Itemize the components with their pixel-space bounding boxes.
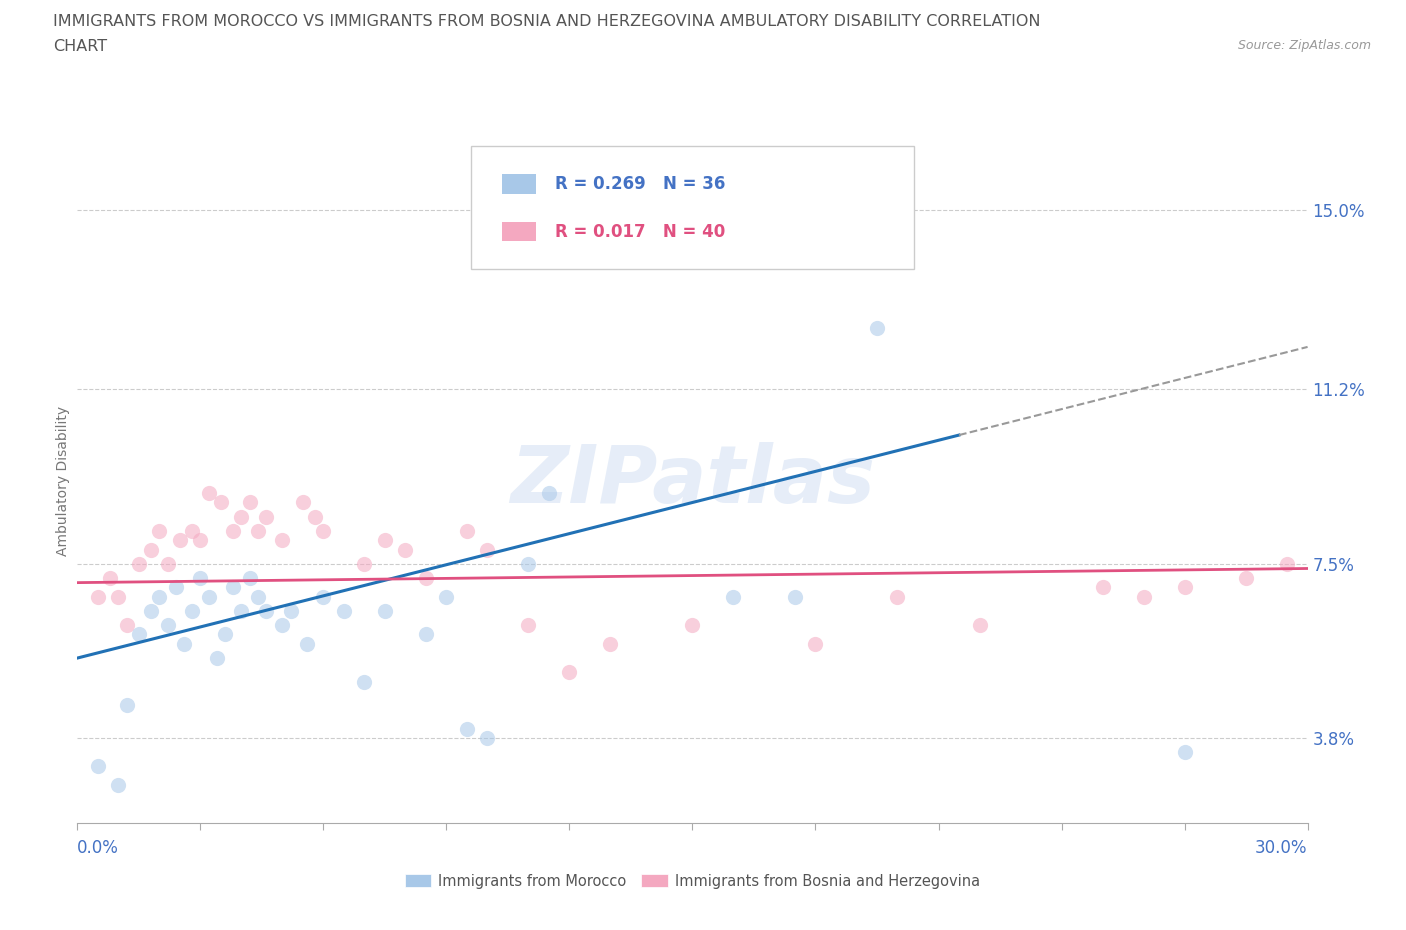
- Point: [141, 604, 163, 618]
- Bar: [502, 222, 536, 242]
- Point: [517, 556, 540, 571]
- Point: [1132, 590, 1154, 604]
- Point: [353, 556, 375, 571]
- Point: [374, 604, 396, 618]
- Point: [456, 722, 478, 737]
- Point: [599, 636, 621, 651]
- Point: [239, 570, 262, 585]
- Text: 30.0%: 30.0%: [1256, 839, 1308, 857]
- Point: [312, 524, 335, 538]
- Point: [477, 542, 499, 557]
- Point: [141, 542, 163, 557]
- Point: [291, 495, 314, 510]
- Point: [197, 590, 219, 604]
- Point: [222, 580, 245, 595]
- Point: [173, 636, 195, 651]
- Point: [156, 556, 179, 571]
- Point: [115, 698, 138, 712]
- Point: [165, 580, 187, 595]
- Text: R = 0.269   N = 36: R = 0.269 N = 36: [555, 175, 725, 193]
- Point: [239, 495, 262, 510]
- Point: [271, 533, 294, 548]
- Point: [374, 533, 396, 548]
- Text: 0.0%: 0.0%: [77, 839, 120, 857]
- Point: [87, 590, 110, 604]
- Point: [222, 524, 245, 538]
- Point: [1174, 745, 1197, 760]
- Point: [477, 731, 499, 746]
- Point: [128, 556, 150, 571]
- Point: [128, 627, 150, 642]
- Point: [169, 533, 191, 548]
- Point: [537, 485, 560, 500]
- Text: R = 0.017   N = 40: R = 0.017 N = 40: [555, 223, 725, 241]
- Text: Source: ZipAtlas.com: Source: ZipAtlas.com: [1237, 39, 1371, 52]
- Point: [1091, 580, 1114, 595]
- Point: [246, 524, 269, 538]
- Y-axis label: Ambulatory Disability: Ambulatory Disability: [56, 406, 70, 556]
- Point: [87, 759, 110, 774]
- Point: [231, 510, 253, 525]
- Point: [246, 590, 269, 604]
- Point: [205, 651, 228, 666]
- Point: [148, 524, 170, 538]
- Text: IMMIGRANTS FROM MOROCCO VS IMMIGRANTS FROM BOSNIA AND HERZEGOVINA AMBULATORY DIS: IMMIGRANTS FROM MOROCCO VS IMMIGRANTS FR…: [53, 14, 1040, 29]
- Point: [231, 604, 253, 618]
- FancyBboxPatch shape: [471, 146, 914, 270]
- Point: [295, 636, 318, 651]
- Point: [804, 636, 827, 651]
- Point: [415, 570, 437, 585]
- Point: [188, 570, 212, 585]
- Point: [886, 590, 908, 604]
- Point: [723, 590, 745, 604]
- Point: [107, 590, 129, 604]
- Bar: [502, 174, 536, 193]
- Point: [517, 618, 540, 632]
- Point: [181, 524, 204, 538]
- Point: [312, 590, 335, 604]
- Point: [98, 570, 121, 585]
- Point: [1275, 556, 1298, 571]
- Point: [304, 510, 326, 525]
- Point: [107, 777, 129, 792]
- Point: [197, 485, 219, 500]
- Point: [436, 590, 458, 604]
- Point: [783, 590, 806, 604]
- Point: [558, 665, 581, 680]
- Point: [280, 604, 302, 618]
- Point: [271, 618, 294, 632]
- Point: [456, 524, 478, 538]
- Point: [254, 510, 277, 525]
- Point: [415, 627, 437, 642]
- Point: [254, 604, 277, 618]
- Point: [214, 627, 236, 642]
- Point: [394, 542, 416, 557]
- Text: ZIPatlas: ZIPatlas: [510, 443, 875, 520]
- Point: [866, 321, 889, 336]
- Point: [181, 604, 204, 618]
- Point: [188, 533, 212, 548]
- Legend: Immigrants from Morocco, Immigrants from Bosnia and Herzegovina: Immigrants from Morocco, Immigrants from…: [399, 868, 986, 895]
- Point: [969, 618, 991, 632]
- Point: [1234, 570, 1257, 585]
- Point: [156, 618, 179, 632]
- Text: CHART: CHART: [53, 39, 107, 54]
- Point: [682, 618, 704, 632]
- Point: [1174, 580, 1197, 595]
- Point: [353, 674, 375, 689]
- Point: [209, 495, 232, 510]
- Point: [115, 618, 138, 632]
- Point: [333, 604, 356, 618]
- Point: [148, 590, 170, 604]
